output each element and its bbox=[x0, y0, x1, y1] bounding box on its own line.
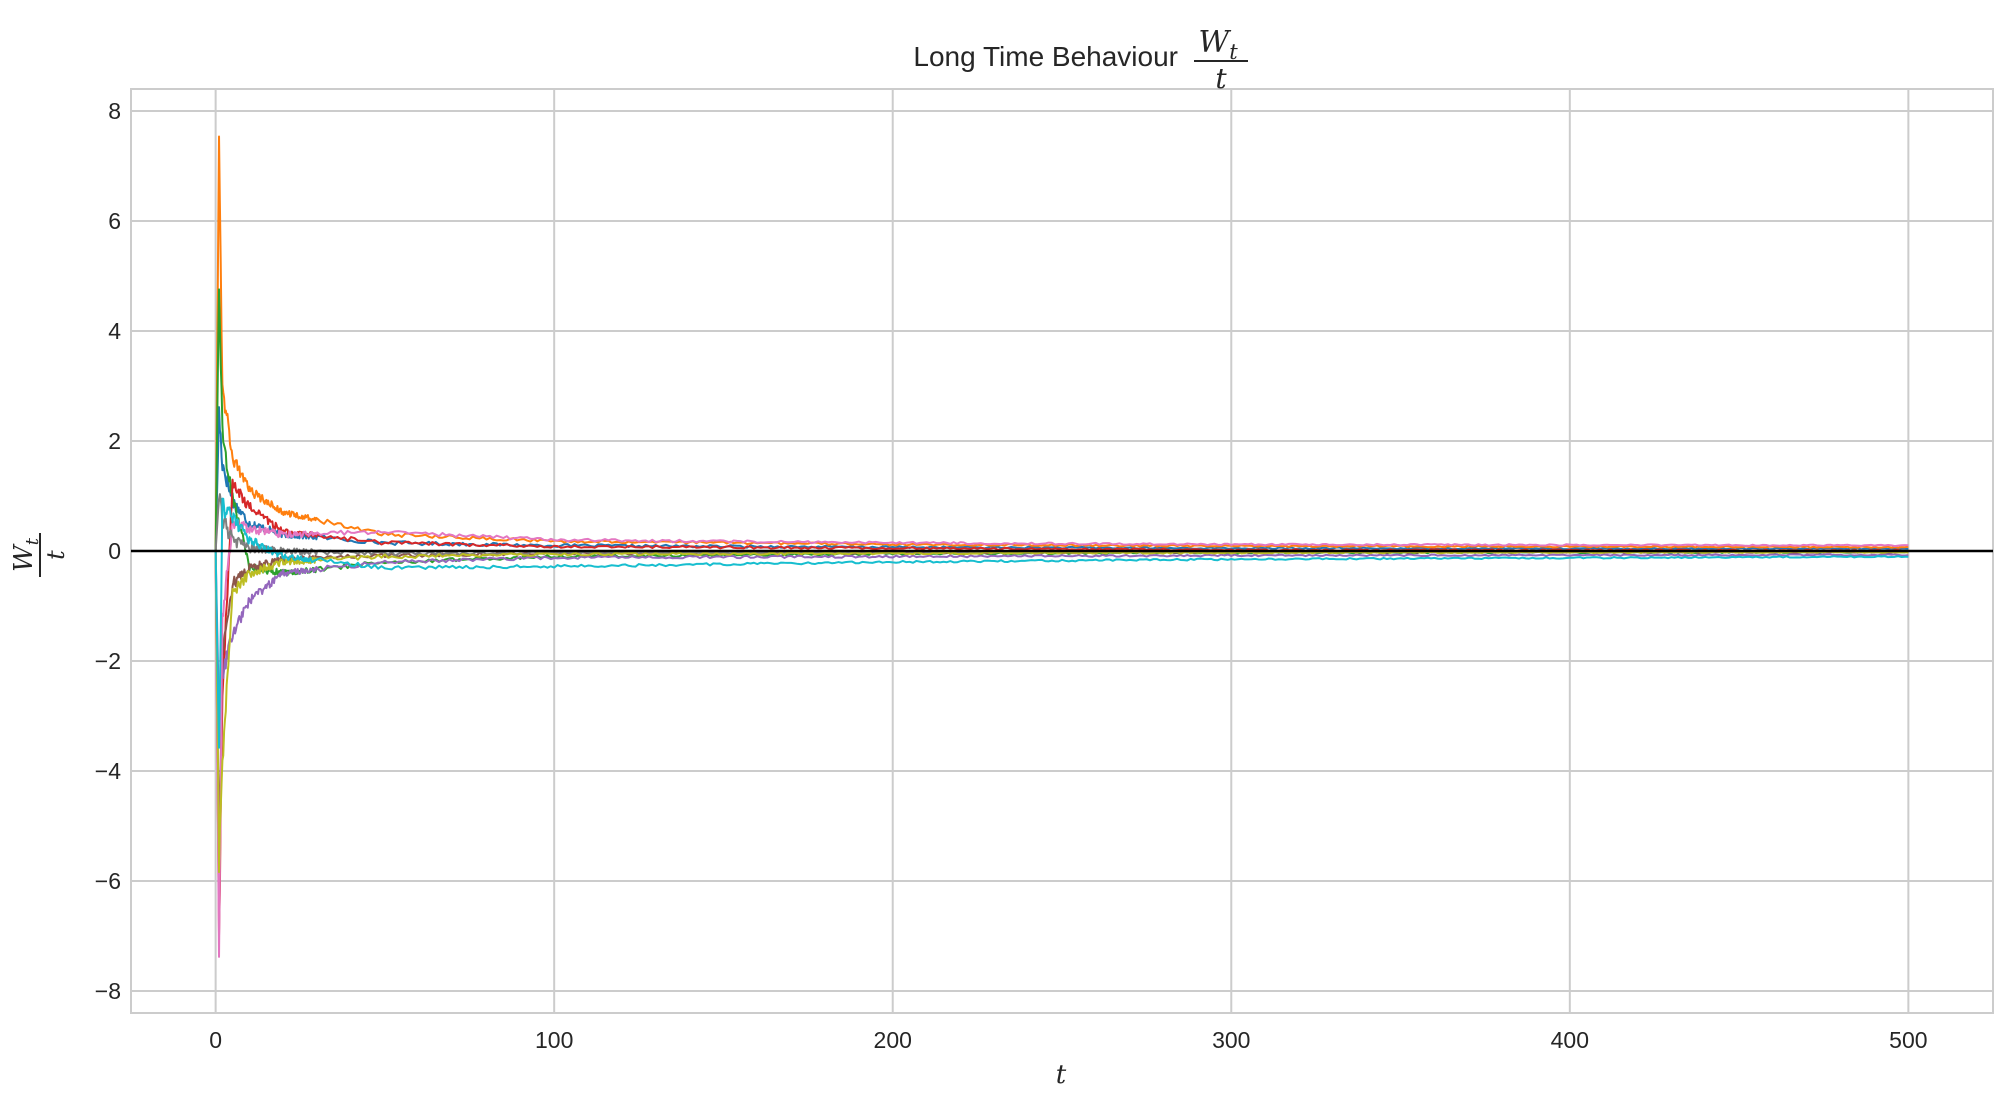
series-line bbox=[214, 497, 1909, 749]
series-line bbox=[214, 135, 1909, 552]
x-axis-label: t bbox=[1056, 1060, 1067, 1090]
x-tick-labels: 0 100 200 300 400 500 bbox=[209, 1027, 1927, 1053]
y-tick-label: −4 bbox=[95, 758, 121, 784]
x-tick-label: 100 bbox=[535, 1027, 573, 1053]
x-tick-label: 300 bbox=[1212, 1027, 1250, 1053]
chart-title-text: Long Time Behaviour bbox=[913, 41, 1178, 72]
y-tick-label: −6 bbox=[95, 868, 121, 894]
y-axis-label: Wt t bbox=[9, 533, 70, 577]
grid bbox=[131, 89, 1993, 1013]
chart-title: Long Time Behaviour Wt t bbox=[913, 25, 1248, 95]
series-line bbox=[214, 550, 1909, 721]
y-tick-label: 0 bbox=[108, 538, 121, 564]
x-tick-label: 200 bbox=[874, 1027, 912, 1053]
y-label-numerator: Wt bbox=[9, 537, 43, 572]
y-tick-label: 6 bbox=[108, 208, 121, 234]
x-tick-label: 0 bbox=[209, 1027, 222, 1053]
title-formula-numerator: Wt bbox=[1198, 25, 1238, 64]
series-line bbox=[214, 519, 1909, 958]
y-tick-label: 4 bbox=[108, 318, 121, 344]
y-tick-label: −8 bbox=[95, 978, 121, 1004]
y-tick-label: −2 bbox=[95, 648, 121, 674]
y-tick-label: 8 bbox=[108, 98, 121, 124]
title-formula-denominator: t bbox=[1215, 62, 1227, 95]
y-tick-labels: −8 −6 −4 −2 0 2 4 6 8 bbox=[95, 98, 121, 1004]
y-tick-label: 2 bbox=[108, 428, 121, 454]
x-tick-label: 400 bbox=[1551, 1027, 1589, 1053]
y-label-denominator: t bbox=[42, 550, 70, 560]
x-tick-label: 500 bbox=[1889, 1027, 1927, 1053]
